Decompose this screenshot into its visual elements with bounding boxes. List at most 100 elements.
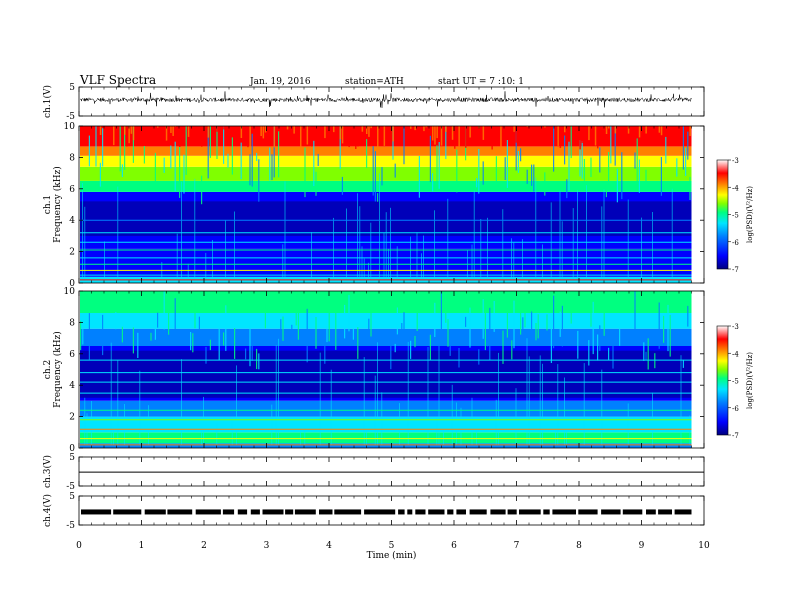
spectrogram-streak <box>280 319 282 337</box>
spectrogram-streak <box>531 311 533 340</box>
spectrogram-streak <box>489 307 491 361</box>
spectrogram-streak <box>493 301 495 332</box>
spectrogram-streak <box>357 193 358 280</box>
spectrogram-streak <box>319 352 321 445</box>
spectrogram-streak <box>689 126 691 136</box>
spectrogram-streak <box>104 241 105 280</box>
spectrogram-streak <box>513 242 515 280</box>
spectrogram-streak <box>216 126 218 159</box>
spectrogram-streak <box>264 126 267 133</box>
spectrogram-streak <box>117 360 119 445</box>
spectrogram-band <box>80 416 692 433</box>
spectrogram-streak <box>522 239 523 280</box>
spectrogram-streak <box>121 126 124 136</box>
spectrogram-streak <box>330 369 332 445</box>
spectrogram-streak <box>236 126 238 147</box>
spectrogram-streak <box>205 346 207 364</box>
spectrogram-streak <box>372 146 374 196</box>
spectrogram-streak <box>251 133 253 187</box>
spectrogram-streak <box>597 126 599 149</box>
spectrogram-streak <box>91 401 92 445</box>
spectrogram-streak <box>599 147 601 173</box>
spectrogram-streak <box>383 126 386 146</box>
spectrogram-streak <box>641 217 642 280</box>
y-tick-label: 2 <box>69 248 75 258</box>
spectrogram-streak <box>425 126 427 128</box>
spectrogram-streak <box>176 233 178 280</box>
spectrogram-streak <box>473 190 475 280</box>
spectrogram-streak <box>689 415 691 445</box>
spectrogram-streak <box>517 126 520 131</box>
spectrogram-streak <box>506 312 508 338</box>
spectrogram-streak <box>88 135 90 167</box>
spectrogram-streak <box>682 359 684 368</box>
spectrogram-streak <box>251 341 253 361</box>
ch4-waveform-segment <box>622 509 643 515</box>
spectrogram-streak <box>443 430 444 445</box>
spectrogram-streak <box>383 232 385 280</box>
spectrogram-streak <box>590 291 592 327</box>
colorbar-tick-label: -4 <box>732 350 739 358</box>
spectrogram-streak <box>559 311 561 337</box>
spectrogram-streak <box>608 152 610 186</box>
spectrogram-streak <box>324 126 326 139</box>
spectrogram-streak <box>445 126 447 160</box>
spectrogram-streak <box>451 384 453 445</box>
y-tick-label: 6 <box>69 185 75 195</box>
spectrogram-streak <box>368 262 369 280</box>
spectrogram-streak <box>258 159 260 202</box>
spectrogram-streak <box>231 418 233 445</box>
spectrogram-streak <box>143 126 146 133</box>
spectrogram-band <box>80 350 692 398</box>
spectrogram-streak <box>220 126 223 129</box>
spectrogram-streak <box>179 126 181 147</box>
spectrogram-streak <box>572 208 574 280</box>
spectrogram-streak <box>207 126 210 138</box>
spectrogram-streak <box>256 152 258 161</box>
spectrogram-streak <box>249 324 251 367</box>
spectrogram-streak <box>102 314 104 356</box>
spectrogram-streak <box>124 126 126 135</box>
spectrogram-streak <box>326 326 328 343</box>
spectrogram-streak <box>394 126 397 138</box>
spectrogram-streak <box>652 212 653 280</box>
spectrogram-streak <box>335 309 337 350</box>
spectrogram-streak <box>601 369 603 445</box>
spectrogram-streak <box>588 126 590 141</box>
spectrogram-streak <box>359 126 361 144</box>
spectrogram-streak <box>372 126 375 139</box>
spectrogram-streak <box>157 126 159 128</box>
spectrogram-streak <box>157 312 159 328</box>
x-axis-label: Time (min) <box>367 550 417 561</box>
ch4-waveform-segment <box>113 509 142 515</box>
spectrogram-streak <box>432 173 434 192</box>
colorbar-tick-label: -4 <box>732 184 739 192</box>
spectrogram-streak <box>660 126 663 136</box>
spectrogram-streak <box>561 305 563 347</box>
ch1-waveform-panel: 5 -5 ch.1(V) <box>42 83 705 122</box>
spectrogram-streak <box>152 126 155 138</box>
spectrogram-streak <box>247 126 249 148</box>
spectrogram-streak <box>216 423 218 445</box>
spectrogram-streak <box>396 307 398 335</box>
spectrogram-streak <box>284 181 286 280</box>
spectrogram-streak <box>234 328 236 359</box>
spectrogram-streak <box>284 126 287 141</box>
spectrogram-streak <box>392 126 394 142</box>
start-time-label: start UT = 7 :10: 1 <box>438 77 524 87</box>
spectrogram-streak <box>84 206 86 280</box>
spectrogram-streak <box>685 126 687 130</box>
spectrogram-band <box>80 443 692 448</box>
spectrogram-streak <box>130 332 132 343</box>
spectrogram-streak <box>143 146 145 164</box>
spectrogram-streak <box>583 159 585 181</box>
spectrogram-streak <box>533 164 535 192</box>
x-tick-label: 4 <box>326 541 332 551</box>
spectrogram-streak <box>168 295 170 335</box>
spectrogram-streak <box>403 126 405 165</box>
spectrogram-streak <box>231 137 233 175</box>
spectrogram-streak <box>583 363 585 445</box>
spectrogram-streak <box>245 348 247 360</box>
spectrogram-streak <box>682 126 684 170</box>
ch4-waveform-segment <box>490 509 506 515</box>
